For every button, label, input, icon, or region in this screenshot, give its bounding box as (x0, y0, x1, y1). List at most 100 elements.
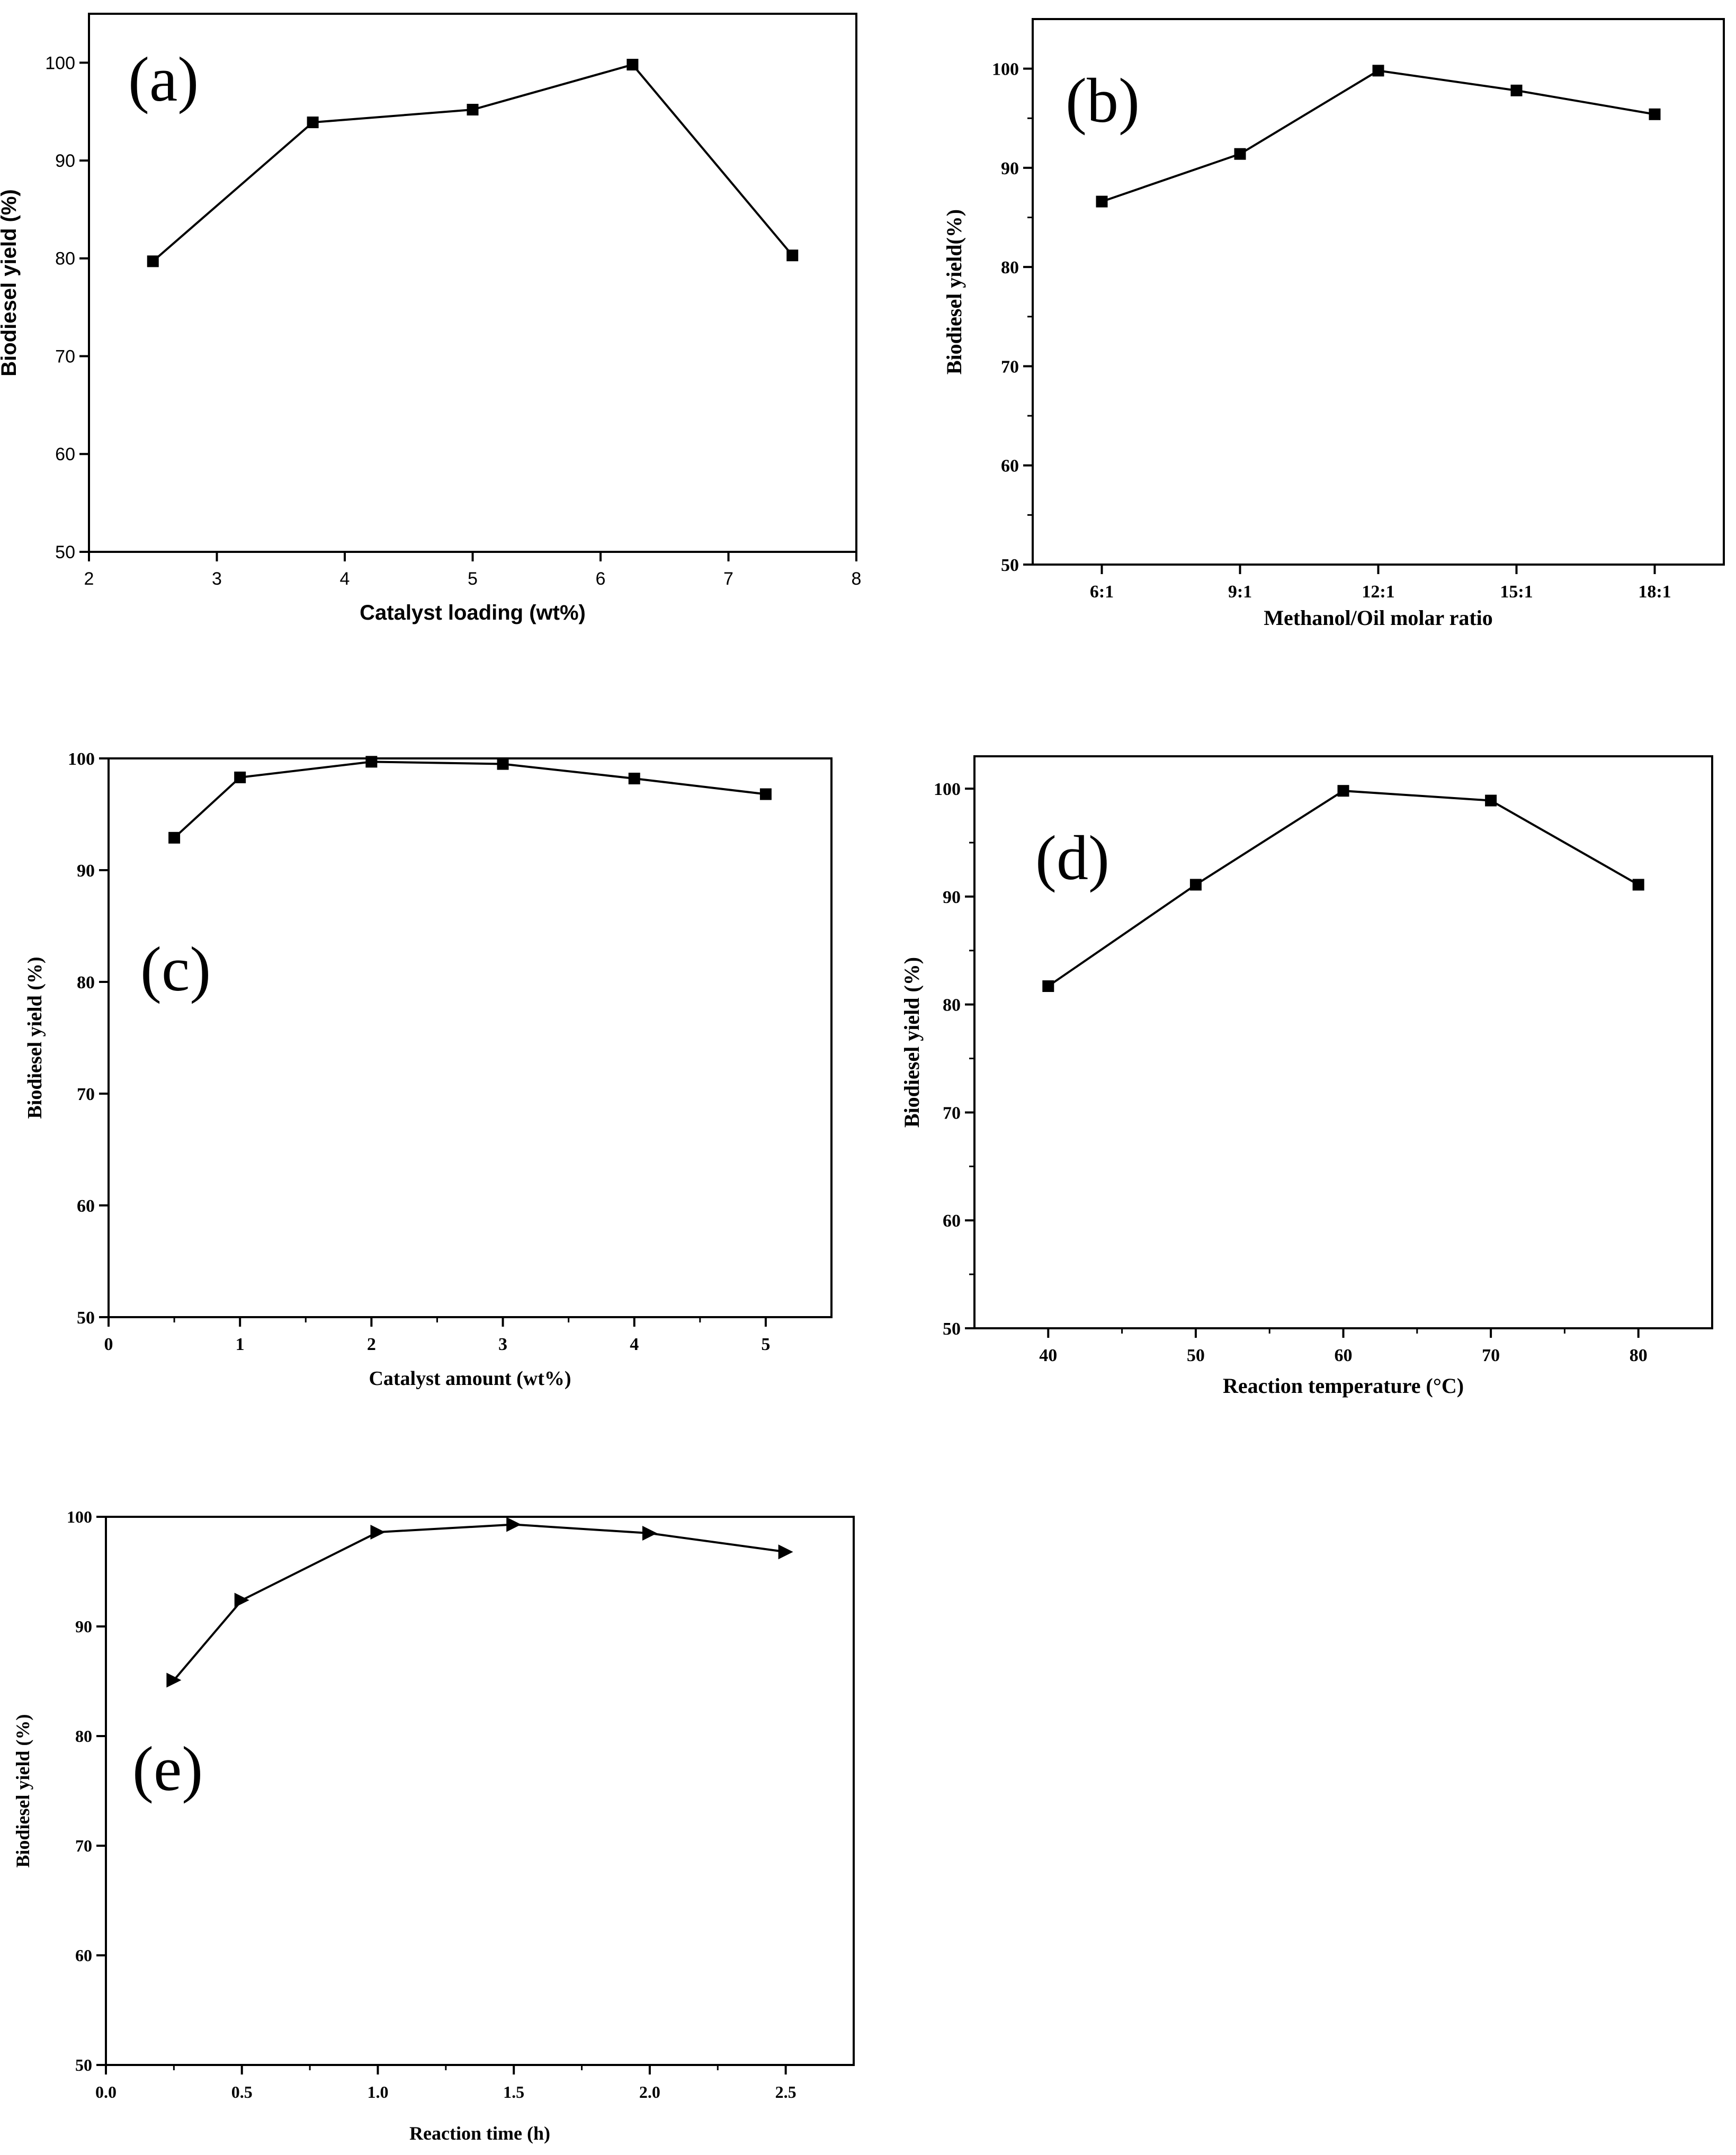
y-tick-label: 100 (45, 53, 75, 73)
y-tick-label: 50 (55, 542, 75, 562)
panel-label: (d) (1035, 822, 1109, 893)
y-axis-label: Biodiesel yield(%) (942, 209, 966, 374)
y-tick-label: 60 (77, 1196, 95, 1216)
panel-label: (e) (132, 1733, 203, 1804)
x-tick-label: 9:1 (1228, 582, 1252, 602)
data-point (1096, 195, 1108, 208)
x-tick-label: 7 (723, 569, 733, 589)
panel-label: (b) (1066, 65, 1140, 136)
x-tick-label: 18:1 (1638, 582, 1671, 602)
x-tick-label: 2 (367, 1335, 376, 1354)
y-tick-label: 100 (67, 1507, 92, 1526)
data-point (778, 1544, 793, 1560)
y-tick-label: 80 (77, 973, 95, 992)
data-point (627, 59, 639, 71)
plot-frame (105, 1516, 855, 2066)
data-point (234, 1593, 249, 1608)
x-axis-label: Catalyst amount (wt%) (369, 1367, 571, 1390)
x-tick-label: 2.0 (639, 2082, 660, 2102)
data-point (370, 1524, 386, 1540)
panel-label: (a) (128, 44, 199, 114)
x-axis-label: Catalyst loading (wt%) (360, 601, 586, 624)
data-point (147, 255, 159, 267)
y-tick-label: 80 (1001, 258, 1019, 278)
x-tick-label: 6 (596, 569, 606, 589)
y-tick-label: 50 (77, 1308, 95, 1328)
data-point (1234, 148, 1246, 160)
x-axis-label: Reaction time (h) (409, 2123, 550, 2144)
x-tick-label: 0.0 (95, 2082, 117, 2102)
data-point (365, 756, 378, 768)
data-point (307, 117, 319, 129)
x-tick-label: 3 (212, 569, 222, 589)
data-point (786, 249, 799, 262)
x-tick-label: 1.5 (503, 2082, 524, 2102)
x-tick-label: 0.5 (231, 2082, 253, 2102)
x-tick-label: 40 (1039, 1346, 1057, 1365)
y-tick-label: 80 (75, 1727, 92, 1746)
x-tick-label: 2.5 (775, 2082, 797, 2102)
data-point (1372, 65, 1384, 77)
data-point (1189, 879, 1202, 891)
y-tick-label: 70 (1001, 357, 1019, 377)
x-axis-label: Reaction temperature (°C) (1223, 1374, 1464, 1398)
x-axis-label: Methanol/Oil molar ratio (1264, 606, 1493, 630)
data-point (168, 831, 181, 844)
x-tick-label: 1.0 (367, 2082, 388, 2102)
x-tick-label: 1 (236, 1335, 245, 1354)
x-tick-label: 50 (1187, 1346, 1205, 1365)
x-tick-label: 8 (852, 569, 862, 589)
y-tick-label: 70 (943, 1103, 961, 1123)
x-tick-label: 5 (761, 1335, 770, 1354)
y-tick-label: 90 (1001, 159, 1019, 178)
x-tick-label: 80 (1630, 1346, 1648, 1365)
x-tick-label: 60 (1335, 1346, 1353, 1365)
data-point (467, 104, 479, 116)
x-tick-label: 2 (84, 569, 94, 589)
data-point (1632, 879, 1644, 891)
y-tick-label: 100 (992, 60, 1019, 79)
chart-panel-1: 2 3 4 5 6 7 8 50 60 70 80 90 100 Catalyst loading (wt… (0, 13, 862, 624)
chart-panel-4: 40 50 60 70 80 50 60 70 80 90 100 Reaction temperat… (900, 755, 1713, 1398)
y-tick-label: 60 (55, 444, 75, 464)
y-tick-label: 90 (55, 151, 75, 171)
y-tick-label: 50 (75, 2055, 92, 2074)
data-point (234, 771, 246, 783)
x-tick-label: 70 (1482, 1346, 1500, 1365)
y-tick-label: 50 (943, 1319, 961, 1339)
data-point (166, 1673, 182, 1688)
x-tick-label: 3 (498, 1335, 507, 1354)
y-tick-label: 80 (943, 996, 961, 1015)
chart-panel-3: 0 1 2 3 4 5 50 60 70 80 90 100 Catalyst amount (wt%)… (24, 749, 833, 1390)
data-point (628, 772, 640, 784)
data-point (642, 1526, 657, 1541)
x-tick-label: 5 (468, 569, 478, 589)
y-tick-label: 90 (77, 861, 95, 881)
plot-frame (108, 757, 833, 1318)
data-point (506, 1517, 522, 1532)
y-tick-label: 70 (75, 1836, 92, 1855)
x-tick-label: 6:1 (1090, 582, 1114, 602)
y-axis-label: Biodiesel yield (%) (900, 957, 924, 1128)
x-tick-label: 15:1 (1500, 582, 1533, 602)
data-point (1042, 980, 1054, 992)
chart-panel-5: 0.0 0.5 1.0 1.5 2.0 2.5 50 60 70 80 90 100 Reaction … (12, 1507, 855, 2144)
y-tick-label: 90 (75, 1617, 92, 1636)
y-tick-label: 70 (55, 346, 75, 366)
data-point (1337, 785, 1349, 797)
x-tick-label: 4 (340, 569, 350, 589)
y-tick-label: 90 (943, 888, 961, 907)
y-tick-label: 60 (943, 1211, 961, 1231)
y-tick-label: 50 (1001, 556, 1019, 575)
x-tick-label: 12:1 (1362, 582, 1394, 602)
series-line (173, 761, 766, 839)
y-tick-label: 100 (934, 780, 961, 799)
data-point (1485, 794, 1497, 807)
x-tick-label: 0 (104, 1335, 113, 1354)
data-point (497, 758, 509, 770)
y-tick-label: 60 (1001, 457, 1019, 476)
y-axis-label: Biodiesel yield (%) (24, 956, 46, 1119)
series-line (173, 1523, 786, 1681)
